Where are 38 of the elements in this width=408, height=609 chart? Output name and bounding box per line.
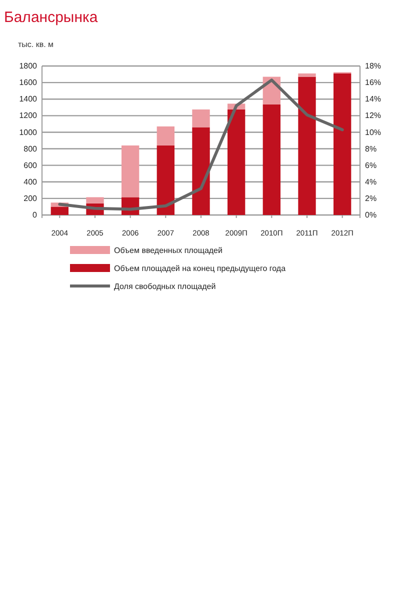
bar: [228, 109, 246, 215]
y-tick-label: 800: [24, 144, 38, 154]
bar: [122, 145, 140, 198]
y-axis-title: тыс. кв. м: [18, 40, 54, 49]
bar: [156, 126, 174, 146]
y-tick-label: 200: [24, 194, 38, 204]
y2-tick-label: 12%: [365, 111, 382, 120]
bar: [262, 104, 280, 215]
y2-tick-label: 6%: [365, 160, 377, 170]
y2-tick-label: 8%: [365, 144, 377, 154]
y2-tick-label: 18%: [365, 62, 382, 71]
bar: [298, 76, 316, 215]
bar: [192, 109, 210, 128]
bar: [192, 127, 210, 215]
y-tick-label: 0: [32, 210, 38, 220]
legend-label: Объем площадей на конец предыдущего года: [114, 264, 286, 273]
y2-tick-label: 4%: [365, 177, 377, 186]
line-series: [58, 78, 344, 211]
y2-tick-label: 10%: [365, 128, 382, 137]
y-tick-label: 1400: [19, 94, 38, 104]
bar: [334, 73, 352, 215]
y-tick-label: 1000: [19, 128, 38, 137]
chart-title: Балансрынка: [4, 9, 98, 26]
y2-tick-label: 14%: [365, 94, 382, 104]
bar: [156, 145, 174, 215]
y2-tick-label: 16%: [365, 78, 382, 88]
bar: [86, 197, 104, 204]
y-tick-label: 1200: [19, 111, 38, 120]
y-tick-label: 1800: [19, 62, 38, 71]
bar: [50, 206, 68, 215]
legend-label: Объем введенных площадей: [114, 246, 222, 255]
y2-tick-label: 2%: [365, 194, 377, 204]
y-tick-label: 400: [24, 177, 38, 186]
y-tick-label: 1600: [19, 78, 38, 88]
y2-tick-label: 0%: [365, 210, 377, 220]
legend-label: Доля свободных площадей: [114, 282, 216, 291]
bar: [298, 73, 316, 77]
y-tick-label: 600: [24, 160, 38, 170]
